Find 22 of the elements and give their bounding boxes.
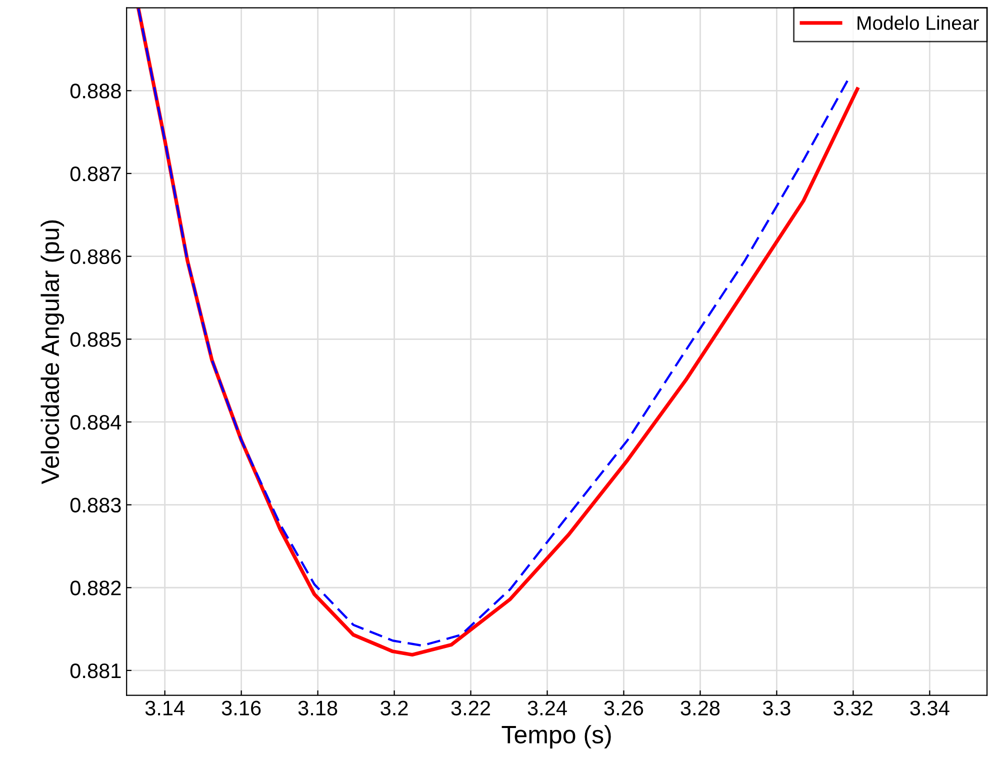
- x-axis-title: Tempo (s): [502, 725, 611, 748]
- x-tick-label: 3.34: [910, 700, 950, 716]
- y-tick-label: 0.887: [70, 166, 121, 182]
- x-tick-label: 3.22: [451, 700, 490, 716]
- y-tick-label: 0.881: [70, 663, 121, 678]
- y-axis-title: Velocidade Angular (pu): [40, 220, 64, 484]
- x-tick-label: 3.2: [380, 700, 408, 716]
- x-tick-label: 3.26: [604, 700, 644, 716]
- x-tick-label: 3.24: [528, 700, 567, 716]
- x-tick-label: 3.18: [298, 700, 338, 716]
- y-tick-label: 0.883: [70, 498, 121, 513]
- y-tick-label: 0.882: [70, 580, 121, 596]
- y-tick-label: 0.885: [70, 332, 121, 347]
- x-tick-label: 3.32: [834, 700, 872, 716]
- x-tick-label: 3.14: [145, 700, 184, 716]
- x-tick-label: 3.3: [763, 700, 790, 716]
- legend-label: Modelo Linear: [858, 16, 979, 30]
- y-tick-label: 0.886: [70, 249, 121, 264]
- y-tick-label: 0.884: [70, 414, 122, 430]
- x-tick-label: 3.28: [680, 700, 720, 716]
- y-tick-label: 0.888: [70, 84, 121, 98]
- x-tick-label: 3.16: [222, 700, 261, 716]
